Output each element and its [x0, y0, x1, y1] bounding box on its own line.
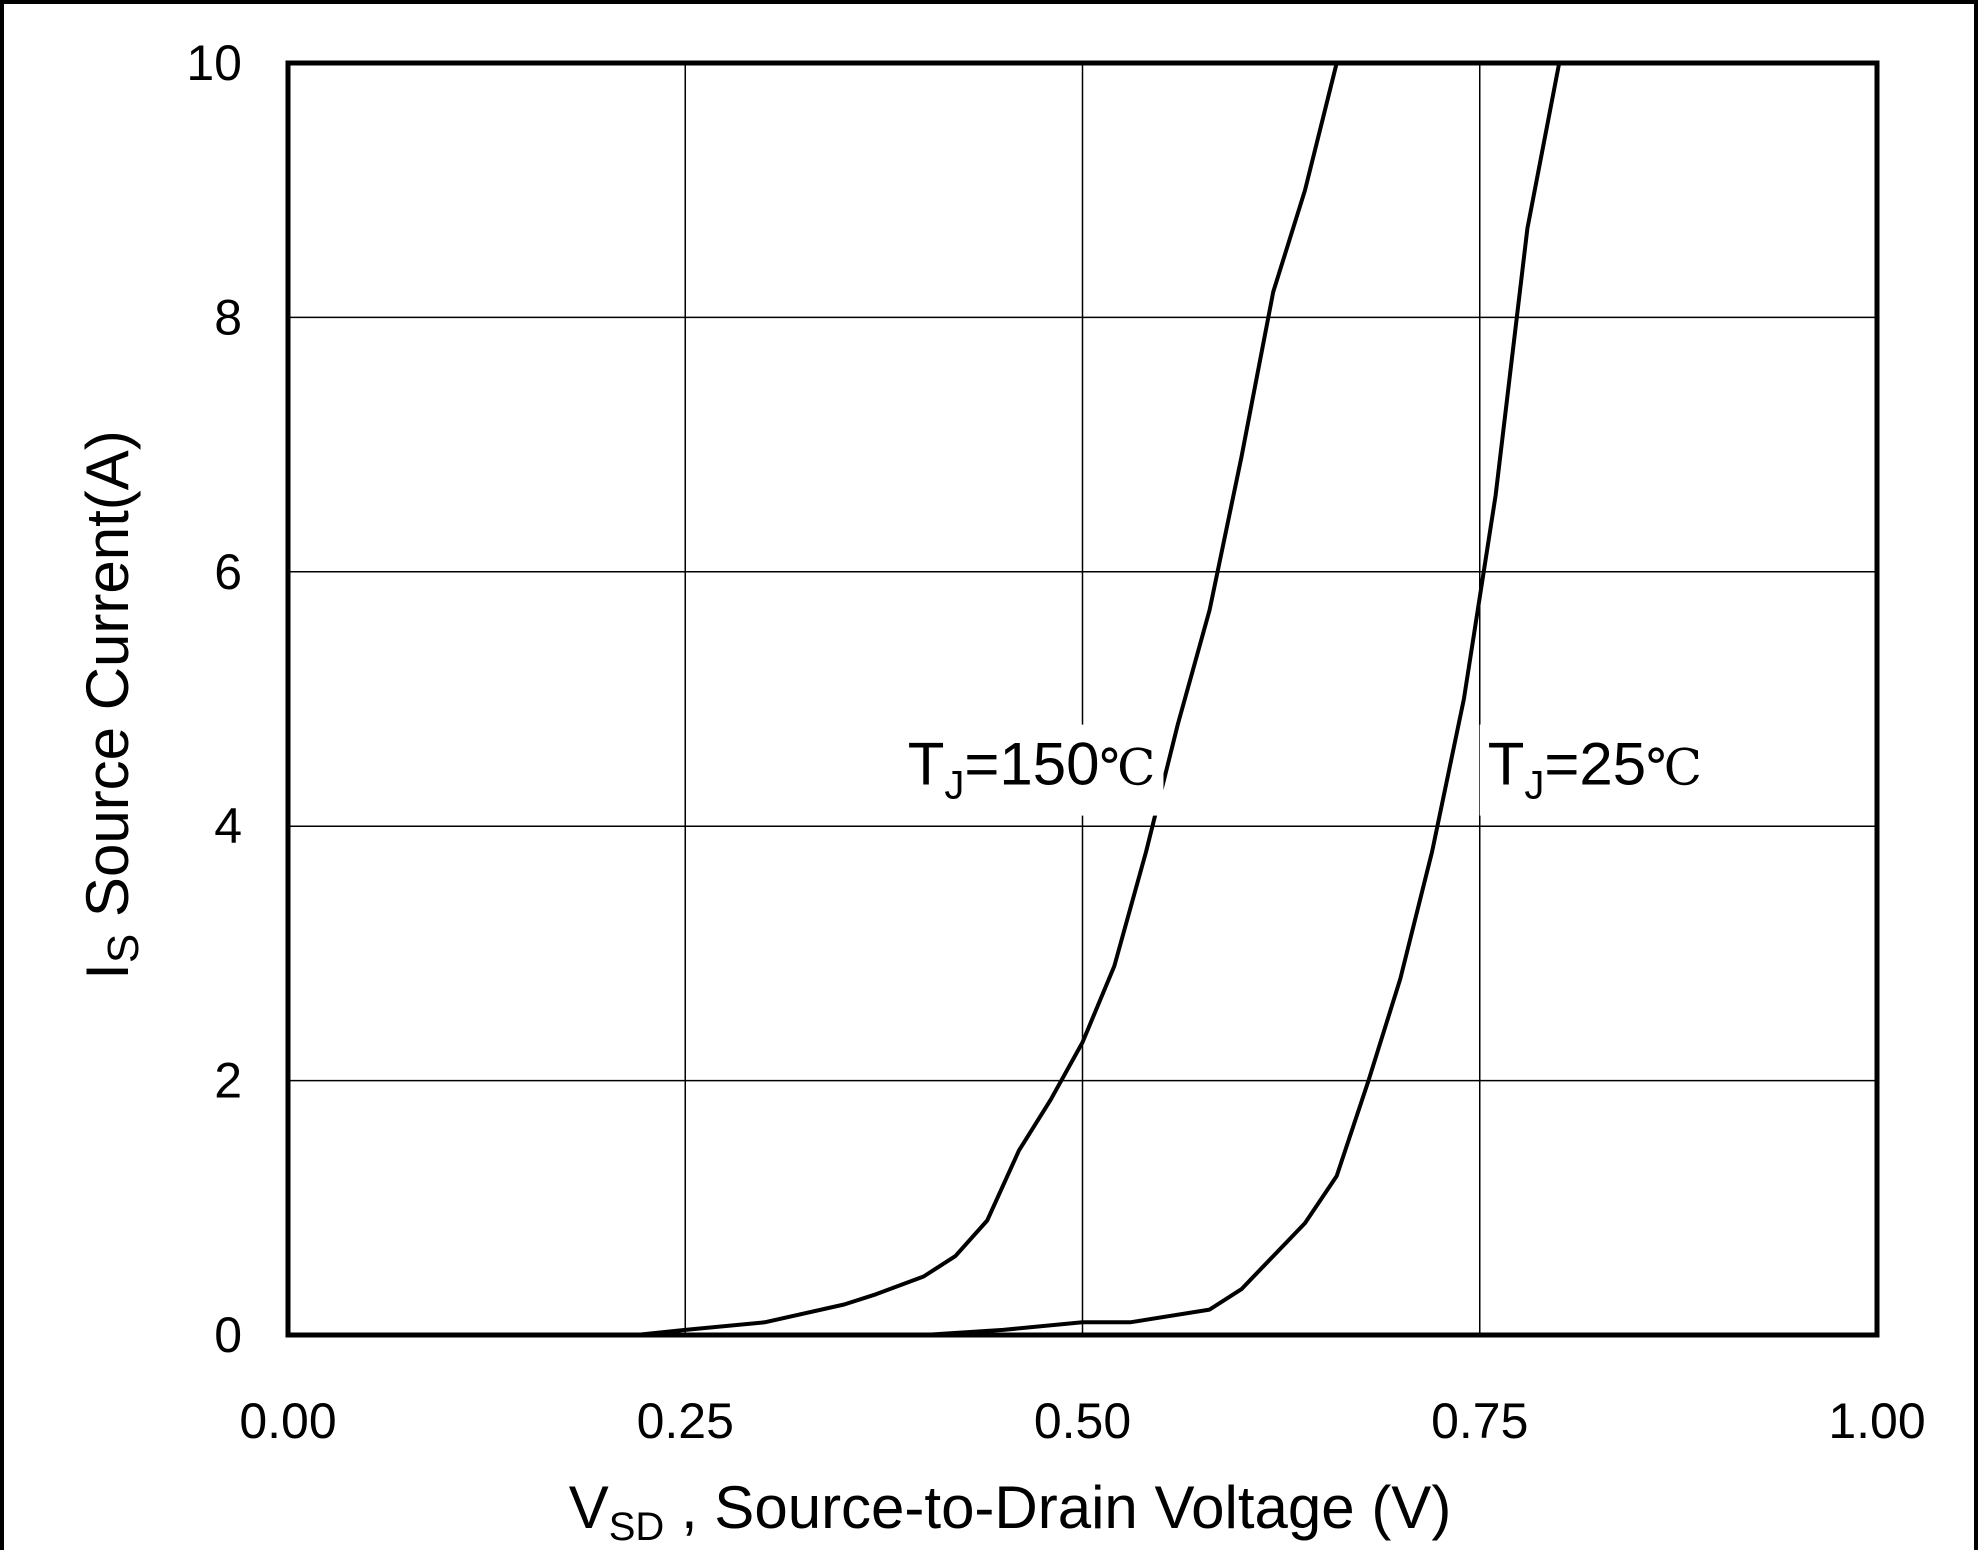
y-tick-label: 8 — [214, 289, 242, 345]
x-tick-label: 1.00 — [1828, 1393, 1925, 1449]
annotation-25c-sub: J — [1524, 764, 1544, 808]
annotation-25c-main: T — [1488, 731, 1525, 798]
series-line-tj-150c — [634, 61, 1339, 1337]
series-line-tj-25c — [921, 61, 1562, 1337]
x-axis-title-main: V — [569, 1474, 609, 1541]
annotations: TJ=150℃ TJ=25℃ — [899, 724, 1711, 816]
y-tick-label: 4 — [214, 798, 242, 854]
x-tick-label: 0.00 — [239, 1393, 336, 1449]
y-tick-label: 10 — [186, 35, 242, 91]
y-tick-label: 2 — [214, 1053, 242, 1109]
y-axis-title-sub: S — [99, 934, 148, 963]
series-layer — [634, 61, 1562, 1337]
annotation-tj-150c: TJ=150℃ — [908, 731, 1156, 808]
x-tick-label: 0.75 — [1431, 1393, 1528, 1449]
annotation-150c-unit: ℃ — [1100, 739, 1156, 797]
x-tick-label: 0.25 — [637, 1393, 734, 1449]
annotation-150c-value: =150 — [964, 731, 1099, 798]
x-axis-title-rest: , Source-to-Drain Voltage (V) — [664, 1474, 1451, 1541]
grid — [288, 63, 1877, 1335]
y-tick-labels: 0 2 4 6 8 10 — [186, 35, 242, 1363]
x-axis-title: VSD , Source-to-Drain Voltage (V) — [569, 1474, 1452, 1549]
annotation-150c-sub: J — [944, 764, 964, 808]
plot-area-border — [285, 60, 1880, 1338]
annotation-25c-background — [1479, 724, 1711, 816]
annotation-150c-main: T — [908, 731, 945, 798]
x-axis-title-sub: SD — [609, 1505, 665, 1549]
annotation-25c-value: =25 — [1544, 731, 1646, 798]
y-tick-label: 6 — [214, 544, 242, 600]
x-tick-labels: 0.00 0.25 0.50 0.75 1.00 — [239, 1393, 1925, 1449]
annotation-25c-unit: ℃ — [1646, 739, 1702, 797]
y-axis-title: IS Source Current(A) — [74, 430, 148, 980]
y-axis-title-main: I — [74, 963, 141, 980]
annotation-tj-25c: TJ=25℃ — [1488, 731, 1702, 808]
x-tick-label: 0.50 — [1034, 1393, 1131, 1449]
y-tick-label: 0 — [214, 1307, 242, 1363]
annotation-150c-background — [899, 724, 1164, 816]
y-axis-title-rest: Source Current(A) — [74, 430, 141, 934]
